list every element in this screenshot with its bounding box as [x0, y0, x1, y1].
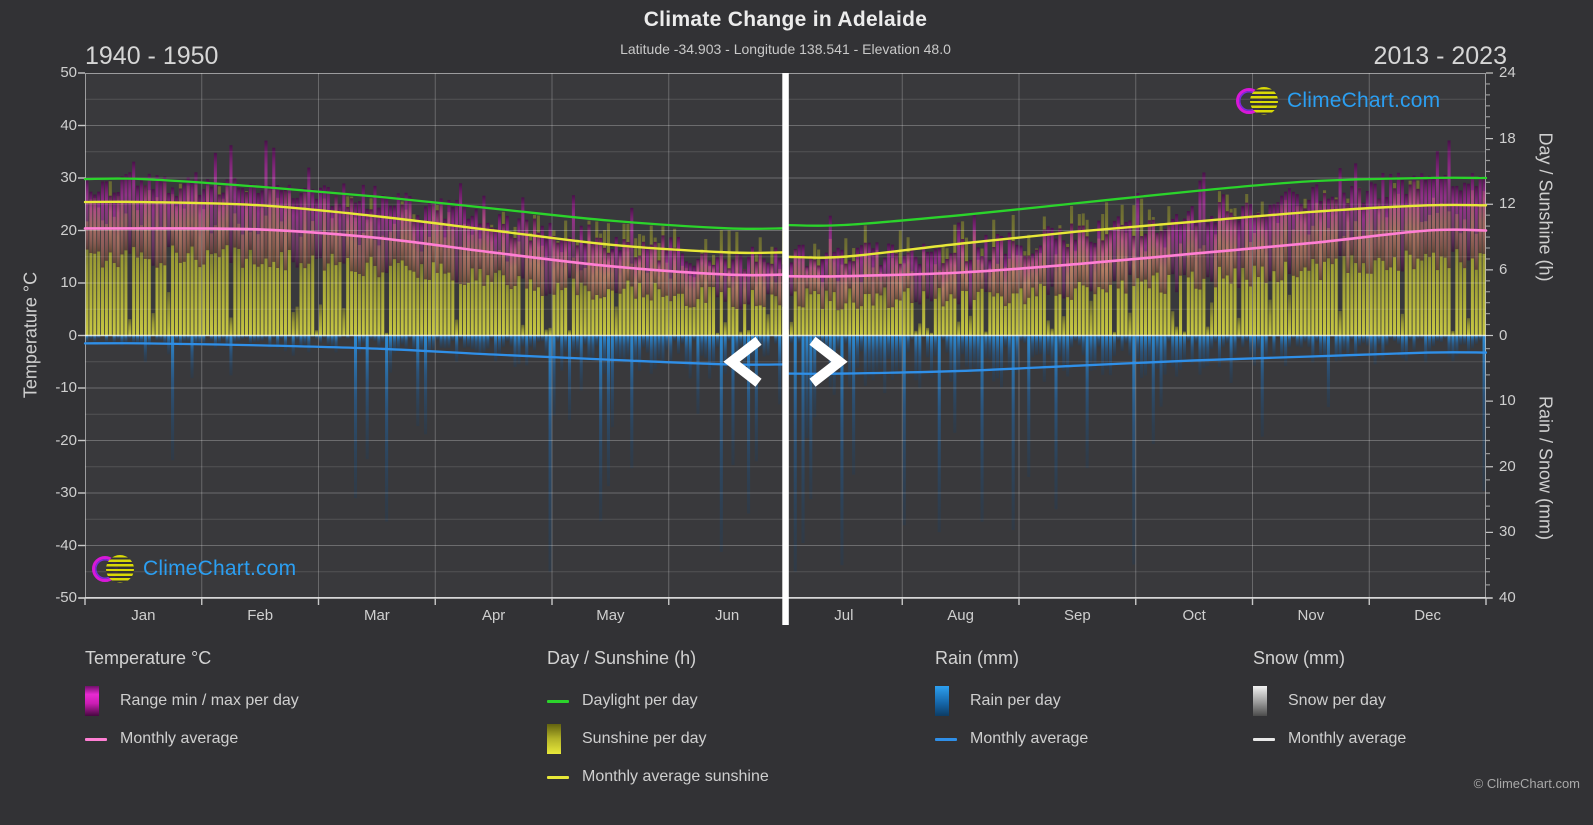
- legend-item: Monthly average: [935, 720, 1088, 758]
- temperature-tick-label: -10: [55, 379, 77, 396]
- legend-group-title: Snow (mm): [1253, 648, 1346, 668]
- day-sunshine-tick-label: 12: [1499, 195, 1516, 213]
- rain-snow-tick-label: 30: [1499, 523, 1516, 541]
- temperature-tick-label: 20: [60, 221, 77, 239]
- month-label-mar: Mar: [363, 607, 390, 624]
- climechart-logo-icon: [1236, 86, 1280, 116]
- month-label-jan: Jan: [131, 607, 156, 624]
- chart-subtitle: Latitude -34.903 - Longitude 138.541 - E…: [620, 41, 951, 57]
- chart-legend: Temperature °C Range min / max per day Mon…: [0, 648, 1593, 808]
- monthly-average-sunshine-line: [83, 200, 1488, 259]
- page-title: Climate Change in Adelaide: [643, 8, 928, 31]
- month-label-jun: Jun: [715, 607, 740, 624]
- temperature-tick-label: -40: [55, 536, 77, 554]
- rain-snow-tick-label: 40: [1499, 589, 1516, 606]
- legend-group-0: Temperature °C Range min / max per day Mon…: [85, 648, 299, 758]
- day-sunshine-tick-label: 6: [1499, 260, 1508, 278]
- legend-group-1: Day / Sunshine (h) Daylight per day Sunshi…: [547, 648, 769, 796]
- temperature-tick-label: -20: [55, 431, 77, 449]
- climate-plot-area: [78, 72, 1493, 625]
- legend-line-swatch: [935, 737, 957, 741]
- temperature-tick-label: 40: [60, 116, 77, 134]
- legend-item-label: Monthly average: [120, 730, 239, 747]
- legend-group-title: Temperature °C: [85, 648, 212, 668]
- legend-item-label: Rain per day: [970, 692, 1061, 709]
- period-right-label: 2013 - 2023: [1373, 42, 1507, 70]
- rain-snow-tick-label: 10: [1499, 392, 1516, 410]
- logo-striped-sun-icon: [106, 555, 134, 583]
- legend-group-title: Day / Sunshine (h): [547, 648, 697, 668]
- day-sunshine-tick-label: 18: [1499, 129, 1516, 147]
- legend-item: Monthly average: [1253, 720, 1406, 758]
- legend-line-swatch: [85, 737, 107, 741]
- month-label-feb: Feb: [247, 607, 274, 624]
- rain-snow-axis-title: Rain / Snow (mm): [1535, 395, 1556, 541]
- temperature-tick-label: 10: [60, 274, 77, 291]
- legend-line-swatch: [547, 775, 569, 779]
- month-label-apr: Apr: [481, 607, 506, 624]
- logo-text: ClimeChart.com: [143, 557, 297, 580]
- logo-text: ClimeChart.com: [1287, 89, 1441, 112]
- month-label-dec: Dec: [1414, 607, 1441, 624]
- climechart-logo-top-right[interactable]: ClimeChart.com: [1236, 86, 1440, 116]
- month-label-nov: Nov: [1297, 607, 1325, 624]
- legend-item: Range min / max per day: [85, 682, 299, 720]
- monthly-average-temperature-line: [83, 227, 1488, 278]
- rain-per-day-bars: [85, 335, 1486, 572]
- legend-item-label: Snow per day: [1288, 692, 1386, 709]
- month-label-jul: Jul: [834, 607, 854, 624]
- legend-item: Sunshine per day: [547, 720, 769, 758]
- legend-line-swatch: [1253, 737, 1275, 741]
- legend-group-3: Snow (mm) Snow per day Monthly average: [1253, 648, 1406, 758]
- legend-group-title: Rain (mm): [935, 648, 1019, 668]
- day-sunshine-tick-label: 24: [1499, 64, 1516, 81]
- month-label-sep: Sep: [1064, 607, 1091, 624]
- month-label-may: May: [596, 607, 625, 624]
- temperature-tick-label: 30: [60, 169, 77, 186]
- axis-tick-marks: [78, 72, 1493, 605]
- copyright-notice: © ClimeChart.com: [1473, 776, 1580, 791]
- logo-striped-sun-icon: [1250, 87, 1278, 115]
- legend-item: Daylight per day: [547, 682, 769, 720]
- legend-item: Snow per day: [1253, 682, 1406, 720]
- previous-period-arrow[interactable]: [723, 336, 762, 387]
- month-label-aug: Aug: [947, 607, 974, 624]
- next-period-arrow[interactable]: [809, 336, 848, 387]
- legend-item-label: Daylight per day: [582, 692, 698, 709]
- legend-item-label: Monthly average sunshine: [582, 768, 769, 785]
- legend-line-swatch: [547, 699, 569, 703]
- legend-item-label: Monthly average: [970, 730, 1089, 747]
- climechart-logo-bottom-left[interactable]: ClimeChart.com: [92, 554, 296, 584]
- legend-item-label: Range min / max per day: [120, 692, 299, 709]
- legend-item: Monthly average sunshine: [547, 758, 769, 796]
- day-sunshine-tick-label: 0: [1499, 326, 1508, 344]
- legend-group-2: Rain (mm) Rain per day Monthly average: [935, 648, 1088, 758]
- legend-gradient-swatch: [85, 686, 99, 716]
- period-divider: [782, 73, 789, 625]
- temperature-tick-label: 0: [68, 326, 77, 344]
- day-sunshine-axis-title: Day / Sunshine (h): [1535, 132, 1556, 282]
- legend-item-label: Sunshine per day: [582, 730, 707, 747]
- climechart-logo-icon: [92, 554, 136, 584]
- legend-item: Rain per day: [935, 682, 1088, 720]
- period-left-label: 1940 - 1950: [85, 42, 219, 70]
- legend-gradient-swatch: [935, 686, 949, 716]
- legend-gradient-swatch: [547, 724, 561, 754]
- temperature-tick-label: 50: [60, 64, 77, 81]
- rain-snow-tick-label: 20: [1499, 457, 1516, 475]
- legend-gradient-swatch: [1253, 686, 1267, 716]
- monthly-average-rain-line: [83, 342, 1488, 375]
- daylight-line: [83, 176, 1488, 231]
- temperature-tick-label: -30: [55, 484, 77, 501]
- month-label-oct: Oct: [1182, 607, 1206, 624]
- legend-item: Monthly average: [85, 720, 299, 758]
- legend-item-label: Monthly average: [1288, 730, 1407, 747]
- temperature-tick-label: -50: [55, 589, 77, 606]
